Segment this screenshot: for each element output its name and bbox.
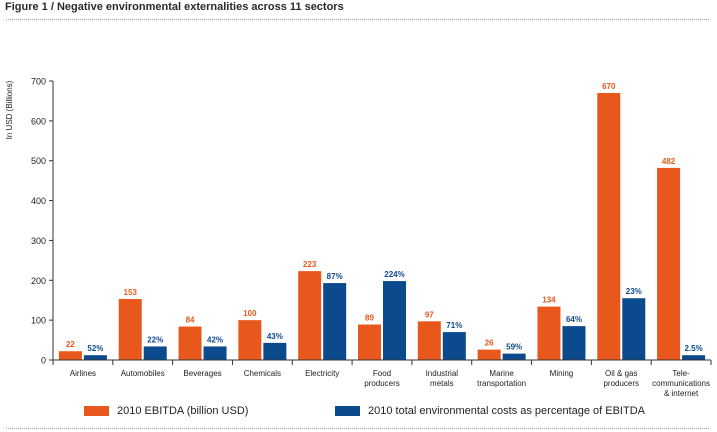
x-tick-label: Automobiles (121, 369, 165, 378)
bar-ebitda (178, 326, 202, 360)
bar-ebitda (657, 167, 681, 360)
y-tick-label: 100 (31, 316, 46, 326)
y-axis-title-group: In USD (Billions) (5, 80, 14, 139)
y-axis: 0 100 200 300 400 500 600 700 (31, 77, 54, 366)
bar-ebitda-label: 84 (186, 316, 195, 325)
bar-ebitda (118, 299, 142, 360)
bar-env-cost-label: 59% (506, 343, 522, 352)
bar-env-cost-label: 2.5% (684, 344, 702, 353)
bar-env-cost-label: 87% (327, 272, 343, 281)
y-tick-label: 500 (31, 156, 46, 166)
bar-ebitda-label: 153 (124, 288, 138, 297)
bar-ebitda (537, 306, 561, 360)
x-tick-label: Oil & gas producers (603, 369, 639, 388)
bar-env-cost-label: 64% (566, 315, 582, 324)
bar-ebitda-label: 134 (542, 296, 556, 305)
bar-ebitda (358, 324, 381, 360)
bar-ebitda-label: 89 (365, 314, 374, 323)
bar-env-cost (323, 283, 347, 360)
x-axis: Airlines Automobiles Beverages Chemicals Ele… (52, 359, 712, 398)
bar-env-cost (383, 281, 406, 360)
x-tick-label: Industrial metals (426, 369, 459, 388)
bottom-divider (6, 428, 709, 429)
bar-ebitda-label: 223 (303, 260, 317, 269)
bar-env-cost (562, 326, 586, 360)
bar-env-cost-label: 22% (147, 335, 163, 344)
bar-env-cost-label: 71% (446, 321, 462, 330)
bar-ebitda-label: 482 (662, 157, 676, 166)
bar-ebitda-label: 670 (602, 82, 616, 91)
bar-ebitda (238, 320, 262, 360)
bar-env-cost (203, 346, 227, 360)
bar-ebitda (417, 321, 441, 360)
x-tick-label: Airlines (70, 369, 96, 378)
bar-ebitda (58, 351, 82, 360)
y-tick-label: 300 (31, 236, 46, 246)
x-tick-label: Tele-communications & internet (652, 369, 710, 398)
bar-env-cost (143, 346, 167, 360)
bars: 22 153 84 100 223 89 97 26 134 670 482 52% 22% 42% 43%… (58, 82, 706, 360)
bar-env-cost-label: 43% (267, 332, 283, 341)
bar-env-cost (83, 355, 107, 360)
bar-ebitda (597, 92, 621, 360)
y-tick-label: 400 (31, 196, 46, 206)
y-tick-label: 200 (31, 276, 46, 286)
y-tick-label: 600 (31, 116, 46, 126)
bar-env-cost-label: 52% (87, 344, 103, 353)
bar-ebitda-label: 26 (485, 339, 494, 348)
x-tick-label: Mining (550, 369, 574, 378)
bar-env-cost (442, 332, 466, 360)
bar-ebitda-label: 97 (425, 310, 434, 319)
legend-item-ebitda: 2010 EBITDA (billion USD) (84, 405, 248, 417)
bar-env-cost-label: 42% (207, 335, 223, 344)
bar-env-cost (622, 298, 646, 360)
top-divider (6, 19, 709, 20)
legend-swatch-ebitda (84, 406, 109, 416)
bar-env-cost (502, 353, 526, 360)
bar-ebitda (298, 271, 322, 360)
legend-swatch-env (335, 406, 360, 416)
y-tick-label: 0 (41, 356, 46, 366)
x-tick-label: Beverages (183, 369, 221, 378)
x-tick-label: Electricity (305, 369, 339, 378)
bar-env-cost (263, 342, 287, 360)
legend-label-env: 2010 total environmental costs as percen… (368, 405, 645, 417)
legend-item-env: 2010 total environmental costs as percen… (335, 405, 645, 417)
legend-label-ebitda: 2010 EBITDA (billion USD) (117, 405, 249, 417)
x-tick-label: Chemicals (244, 369, 281, 378)
bar-env-cost-label: 224% (384, 270, 404, 279)
bar-ebitda (477, 349, 501, 360)
figure-title: Figure 1 / Negative environmental extern… (5, 1, 344, 13)
y-tick-label: 700 (31, 77, 46, 87)
bar-env-cost-label: 23% (626, 287, 642, 296)
bar-ebitda-label: 100 (243, 309, 257, 318)
bar-ebitda-label: 22 (66, 340, 75, 349)
x-tick-label: Food producers (364, 369, 400, 388)
bar-env-cost (682, 355, 706, 360)
y-axis-title: In USD (Billions) (5, 80, 14, 139)
x-tick-label: Marine transportation (477, 369, 526, 388)
